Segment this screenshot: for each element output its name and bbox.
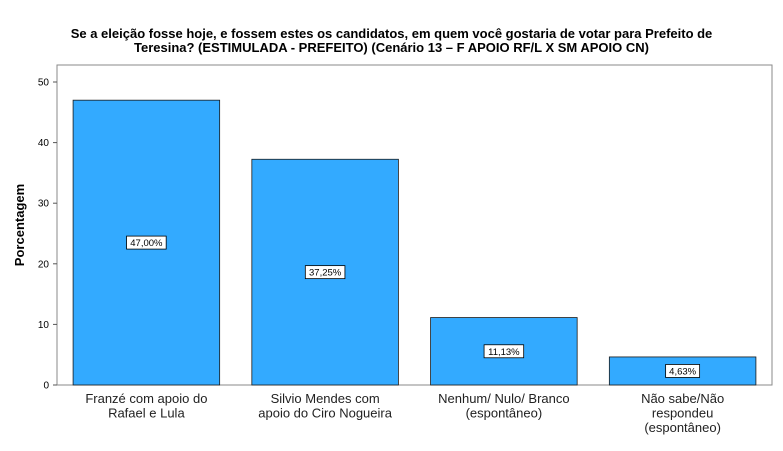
y-tick-label-30: 30	[38, 199, 50, 210]
y-tick-label-0: 0	[43, 381, 49, 392]
value-label-box-2	[483, 344, 525, 359]
y-tick-label-10: 10	[38, 320, 50, 331]
category-label-3-line-2: (espontâneo)	[644, 420, 721, 435]
category-label-0-line-0: Franzé com apoio do	[85, 391, 207, 406]
category-label-3-line-1: respondeu	[652, 406, 713, 421]
axes: 0 10 20 30 40 50 Porcentagem Franzé com apoio d…	[12, 64, 773, 435]
category-label-3-line-0: Não sabe/Não	[641, 391, 724, 406]
plot-frame	[56, 64, 773, 386]
value-label-2: 11,13%	[488, 347, 520, 358]
bars: 47,00% 37,25% 11,13% 4,63%	[72, 99, 757, 386]
value-label-box-0	[126, 235, 167, 250]
category-label-0-line-1: Rafael e Lula	[108, 406, 185, 421]
chart-title: Se a eleição fosse hoje, e fossem estes …	[0, 27, 783, 55]
category-label-1-line-0: Silvio Mendes com	[271, 391, 380, 406]
value-label-box-1	[304, 265, 346, 280]
y-axis-title: Porcentagem	[12, 184, 27, 266]
value-label-0: 47,00%	[130, 238, 163, 249]
category-label-1-line-1: apoio do Ciro Nogueira	[258, 406, 392, 421]
category-label-2-line-1: (espontâneo)	[466, 406, 543, 421]
value-label-box-3	[665, 364, 701, 378]
chart-title-line-1: Se a eleição fosse hoje, e fossem estes …	[70, 26, 713, 41]
y-tick-label-40: 40	[38, 138, 50, 149]
y-tick-label-50: 50	[38, 78, 50, 89]
chart-title-line-2: Teresina? (ESTIMULADA - PREFEITO) (Cenár…	[133, 40, 649, 55]
category-label-2-line-0: Nenhum/ Nulo/ Branco	[438, 391, 570, 406]
value-label-3: 4,63%	[669, 366, 696, 377]
y-tick-label-20: 20	[38, 259, 50, 270]
value-label-1: 37,25%	[309, 268, 342, 279]
